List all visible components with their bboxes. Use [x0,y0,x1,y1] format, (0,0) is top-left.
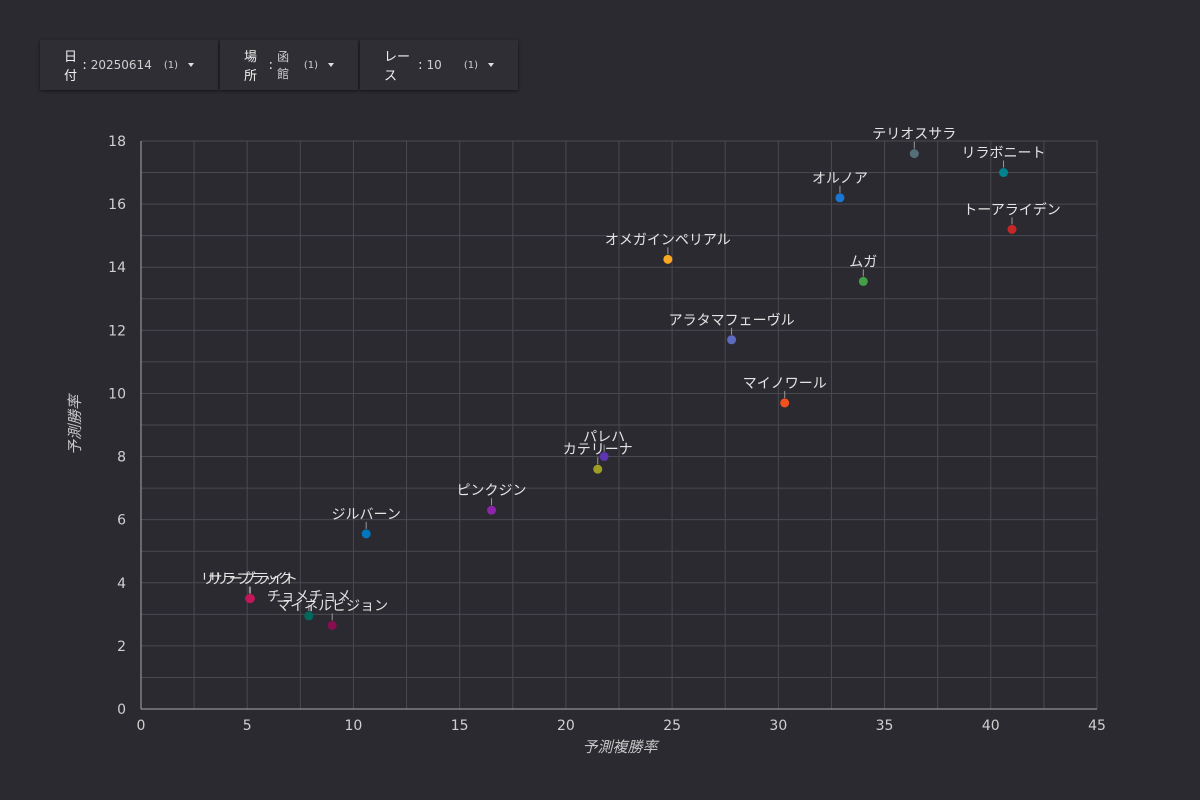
y-tick-label: 12 [108,323,126,339]
point-label: ムガ [849,254,877,270]
point-label: サラブラック [208,571,292,588]
x-tick-label: 30 [769,718,787,734]
x-tick-label: 40 [982,718,1000,734]
race-filter-count: (1) [463,59,478,71]
x-axis-title: 予測複勝率 [582,738,659,756]
place-filter-count: (1) [303,59,318,71]
place-filter[interactable]: 場所: 函館 (1) [220,40,358,90]
x-tick-label: 0 [137,718,146,734]
y-tick-label: 8 [117,450,126,466]
data-point[interactable] [1007,224,1017,234]
race-filter-value: 10 [426,58,442,72]
point-label: パレハ [583,430,625,446]
dropdown-arrow-icon [188,63,194,67]
point-label: オルノア [812,171,868,187]
dropdown-arrow-icon [328,63,334,67]
point-label: リラボニート [962,146,1046,162]
date-filter-label: 日付 [64,50,78,84]
y-tick-label: 2 [117,639,126,655]
x-tick-label: 15 [451,718,469,734]
x-tick-label: 10 [345,718,363,734]
data-point[interactable] [858,276,868,286]
data-point[interactable] [727,335,737,345]
data-point[interactable] [245,594,255,604]
filter-bar: 日付: 20250614 (1) 場所: 函館 (1) レース: 10 (1) [40,40,520,90]
point-label: マイノワール [743,376,827,392]
x-tick-label: 45 [1088,718,1106,734]
data-point[interactable] [327,620,337,630]
race-filter[interactable]: レース: 10 (1) [360,40,518,90]
data-point[interactable] [487,505,497,515]
data-point[interactable] [780,398,790,408]
x-tick-label: 20 [557,718,575,734]
x-tick-label: 25 [663,718,681,734]
data-point[interactable] [599,452,609,462]
point-label: アラタマフェーヴル [669,312,795,329]
data-point[interactable] [593,464,603,474]
point-label: オメガインペリアル [605,232,731,248]
data-point[interactable] [909,149,919,159]
y-tick-label: 0 [117,702,126,718]
y-tick-label: 18 [108,134,126,150]
place-filter-value: 函館 [277,50,290,81]
y-tick-label: 14 [108,260,126,276]
data-point[interactable] [304,611,314,621]
y-axis-title: 予測勝率 [66,393,84,455]
axes: 0 5 10 15 20 25 30 35 40 45 0 2 4 6 8 10 12 14 16 18 [108,134,1106,734]
y-tick-label: 10 [108,386,126,402]
y-tick-label: 6 [117,513,126,529]
point-label: マイネルビジョン [276,598,388,614]
data-points: リラボニートテリオスサラオルノアトーアライデンオメガインペリアルムガアラタマフェ… [201,127,1061,630]
race-filter-label: レース [384,50,411,84]
y-tick-label: 16 [108,197,126,213]
place-filter-label: 場所 [244,50,258,84]
point-label: トーアライデン [963,201,1060,218]
date-filter-count: (1) [163,59,178,71]
y-tick-label: 4 [117,576,126,592]
date-filter[interactable]: 日付: 20250614 (1) [40,40,218,90]
point-label: リリーブライト [201,571,298,588]
point-label: テリオスサラ [872,127,956,143]
point-label: ジルバーン [332,507,401,523]
x-tick-label: 35 [876,718,894,734]
point-label: チョメチョメ [267,589,351,605]
data-point[interactable] [835,193,845,203]
point-label: ピンクジン [457,483,527,499]
data-point[interactable] [361,529,371,539]
data-point[interactable] [663,254,673,264]
data-point[interactable] [999,168,1009,178]
x-tick-label: 5 [243,718,252,734]
dropdown-arrow-icon [488,63,494,67]
point-label: カテリーナ [563,442,633,458]
grid [140,140,1098,710]
date-filter-value: 20250614 [90,58,152,72]
